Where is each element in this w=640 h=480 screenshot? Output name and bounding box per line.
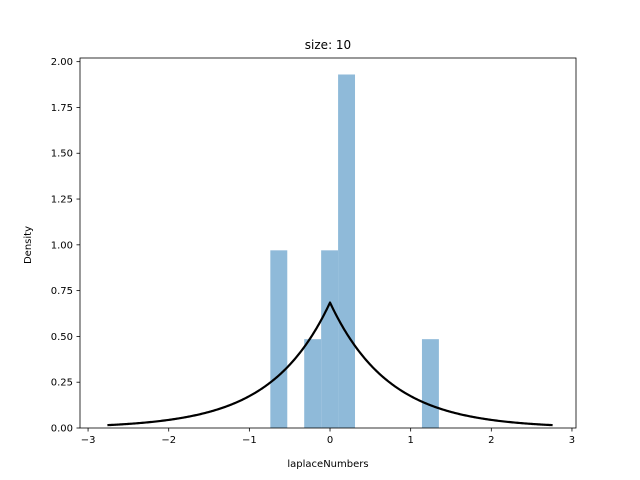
plot-area-frame <box>79 57 577 429</box>
y-tick-label: 1.25 <box>51 195 73 206</box>
x-axis-label: laplaceNumbers <box>287 459 368 470</box>
histogram-bar <box>304 339 322 428</box>
y-tick-label: 0.50 <box>51 332 73 343</box>
y-tick-label: 0.25 <box>51 378 73 389</box>
y-tick-label: 0.75 <box>51 286 73 297</box>
x-tick-label: 3 <box>569 435 575 446</box>
y-tick-label: 2.00 <box>51 57 73 68</box>
x-tick-label: −1 <box>242 435 257 446</box>
chart-title: size: 10 <box>305 38 351 52</box>
histogram-bar <box>421 339 439 428</box>
y-axis-label: Density <box>23 226 34 264</box>
x-tick-label: 2 <box>488 435 494 446</box>
x-tick-label: −2 <box>161 435 176 446</box>
x-tick-label: 1 <box>407 435 413 446</box>
laplace-pdf-line <box>107 301 553 427</box>
y-tick-label: 1.00 <box>51 240 73 251</box>
y-axis-ticks: 0.00 0.25 0.50 0.75 1.00 1.25 1.50 1.75 2.00 <box>51 57 80 435</box>
x-tick-label: 0 <box>327 435 333 446</box>
y-tick-label: 1.75 <box>51 103 73 114</box>
histogram-bar <box>338 74 356 429</box>
y-tick-label: 1.50 <box>51 149 73 160</box>
y-tick-label: 0.00 <box>51 424 73 435</box>
histogram-bar <box>321 250 339 428</box>
x-axis-ticks: −3 −2 −1 0 1 2 3 <box>81 428 575 446</box>
x-tick-label: −3 <box>81 435 96 446</box>
histogram-bar <box>270 250 288 428</box>
